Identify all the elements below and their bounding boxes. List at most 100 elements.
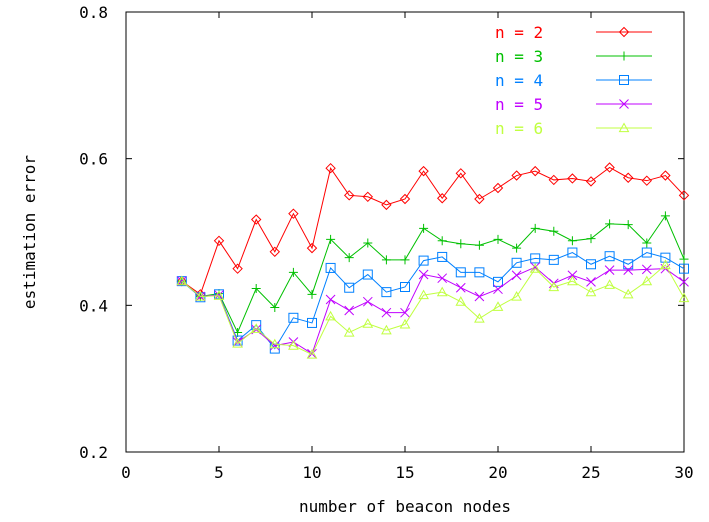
data-point: [306, 348, 318, 359]
x-tick-label: 30: [674, 463, 693, 482]
data-point: [641, 264, 652, 275]
data-point: [400, 255, 410, 265]
data-point: [418, 165, 429, 177]
data-point: [436, 193, 448, 204]
data-point: [251, 283, 261, 293]
series-2: [177, 211, 689, 337]
legend-swatch-marker: [619, 99, 629, 109]
data-point: [623, 220, 633, 230]
data-point: [660, 170, 671, 181]
legend-label: n = 4: [495, 71, 543, 90]
data-point: [214, 289, 224, 300]
data-point: [679, 277, 689, 287]
data-point: [492, 182, 504, 194]
data-point: [679, 254, 689, 264]
data-point: [381, 199, 392, 211]
data-point: [567, 270, 578, 281]
data-point: [512, 243, 522, 253]
data-point: [344, 282, 355, 293]
data-point: [381, 287, 392, 298]
data-point: [455, 267, 466, 278]
data-point: [585, 176, 597, 187]
legend-label: n = 3: [495, 47, 543, 66]
data-point: [548, 281, 560, 292]
legend-label: n = 6: [495, 119, 543, 138]
data-point: [604, 279, 615, 289]
data-point: [362, 318, 374, 328]
data-point: [419, 223, 429, 233]
data-point: [362, 269, 373, 280]
data-point: [195, 291, 206, 301]
series-line: [181, 264, 685, 356]
data-point: [585, 286, 597, 297]
data-point: [176, 275, 188, 286]
data-point: [456, 239, 466, 249]
series-3: [176, 247, 689, 354]
data-point: [288, 340, 299, 350]
data-point: [548, 254, 559, 265]
data-point: [344, 305, 355, 316]
data-point: [455, 168, 467, 179]
data-point: [250, 214, 262, 225]
x-tick-label: 20: [488, 463, 507, 482]
data-point: [567, 236, 577, 246]
data-point: [493, 276, 503, 287]
legend-swatch-marker: [619, 51, 629, 61]
data-point: [344, 253, 354, 263]
data-point: [660, 259, 671, 270]
data-point: [288, 267, 298, 277]
data-point: [586, 277, 596, 287]
data-point: [474, 193, 485, 205]
data-point: [400, 307, 410, 318]
data-point: [678, 190, 690, 201]
data-point: [493, 234, 503, 244]
data-point: [437, 273, 448, 284]
data-point: [288, 312, 299, 323]
x-tick-label: 25: [581, 463, 600, 482]
y-tick-label: 0.8: [79, 3, 108, 22]
data-point: [270, 303, 280, 313]
data-point: [325, 310, 336, 321]
data-point: [492, 301, 504, 311]
data-point: [511, 257, 522, 268]
data-point: [622, 288, 634, 299]
data-point: [250, 323, 262, 333]
data-point: [604, 265, 615, 275]
data-point: [418, 289, 429, 300]
data-point: [474, 267, 485, 278]
y-tick-label: 0.4: [79, 296, 108, 315]
data-point: [567, 247, 578, 258]
data-point: [548, 174, 560, 186]
series-5: [176, 259, 690, 359]
data-point: [343, 326, 355, 337]
data-point: [529, 263, 541, 273]
data-point: [436, 286, 448, 297]
data-point: [381, 324, 392, 335]
data-point: [381, 255, 391, 265]
data-point: [362, 296, 373, 307]
data-point: [232, 337, 243, 348]
series-layer: [176, 162, 690, 359]
data-point: [232, 263, 243, 274]
data-point: [381, 307, 392, 318]
legend-swatch-marker: [618, 26, 630, 38]
series-line: [181, 214, 685, 334]
data-point: [586, 234, 596, 244]
data-point: [399, 318, 411, 329]
series-line: [181, 266, 685, 355]
data-point: [288, 208, 299, 219]
y-tick-label: 0.2: [79, 443, 108, 462]
legend-swatch-marker: [618, 122, 630, 133]
series-line: [181, 166, 685, 296]
data-point: [567, 173, 578, 184]
data-point: [455, 282, 466, 293]
axis-ticks: 0 5 10 15 20 25 30 0.2 0.4 0.6 0.8: [79, 3, 694, 482]
x-tick-label: 5: [214, 463, 224, 482]
data-point: [549, 226, 559, 236]
data-point: [660, 252, 671, 263]
series-4: [176, 262, 689, 359]
legend-label: n = 5: [495, 95, 543, 114]
data-point: [679, 263, 689, 274]
data-point: [269, 246, 281, 258]
